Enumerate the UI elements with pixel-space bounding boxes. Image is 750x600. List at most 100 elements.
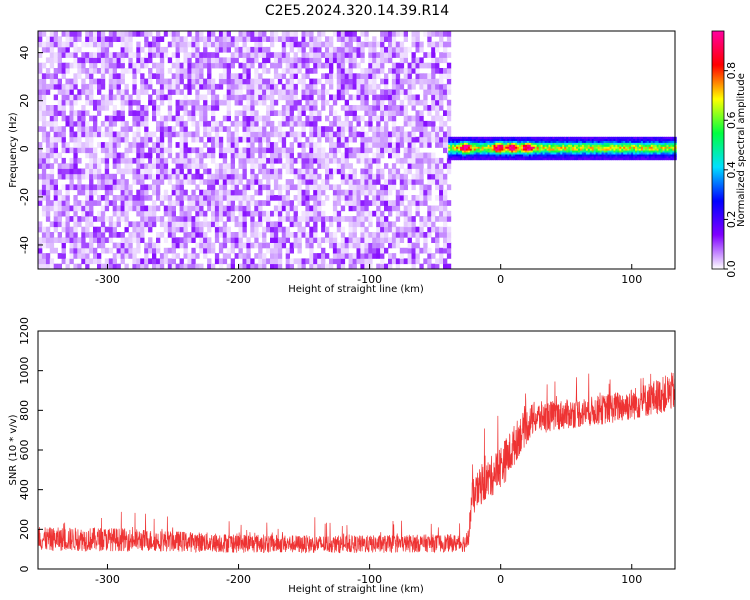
heatmap-cell (289, 110, 294, 116)
heatmap-cell (368, 115, 373, 122)
heatmap-cell (100, 46, 106, 53)
heatmap-cell (140, 216, 145, 222)
heatmap-cell (262, 152, 267, 159)
heatmap-cell (199, 136, 204, 143)
x-tick-label: -100 (357, 273, 382, 286)
heatmap-cell (234, 168, 239, 175)
heatmap-cell (356, 83, 361, 90)
heatmap-cell (403, 46, 408, 53)
heatmap-cell (391, 152, 397, 159)
heatmap-cell (128, 52, 133, 58)
heatmap-band-cell (507, 142, 510, 145)
heatmap-cell (159, 200, 165, 206)
heatmap-cell (364, 195, 369, 201)
heatmap-band-cell (656, 140, 660, 143)
heatmap-band-cell (507, 146, 510, 149)
heatmap-cell (391, 52, 397, 58)
heatmap-cell (195, 57, 200, 64)
heatmap-cell (391, 31, 397, 37)
heatmap-cell (309, 210, 314, 217)
heatmap-cell (258, 94, 263, 101)
heatmap-cell (258, 31, 263, 37)
heatmap-band-cell (479, 150, 483, 153)
heatmap-cell (246, 142, 251, 148)
heatmap-band-cell (477, 144, 481, 147)
heatmap-cell (132, 179, 137, 185)
heatmap-cell (195, 73, 200, 79)
heatmap-cell (179, 142, 184, 148)
heatmap-band-cell (572, 154, 575, 157)
heatmap-cell (120, 253, 125, 259)
heatmap-cell (156, 232, 161, 238)
heatmap-band-cell (558, 157, 561, 161)
heatmap-band-cell (660, 146, 663, 149)
heatmap-cell (108, 83, 114, 90)
heatmap-cell (360, 83, 365, 90)
heatmap-band-cell (670, 144, 673, 147)
heatmap-cell (301, 31, 306, 37)
heatmap-cell (368, 41, 373, 48)
heatmap-cell (73, 152, 78, 159)
heatmap-band-cell (658, 138, 661, 141)
heatmap-cell (411, 179, 416, 185)
heatmap-cell (439, 184, 444, 191)
heatmap-cell (203, 163, 208, 169)
heatmap-cell (321, 105, 326, 111)
heatmap-cell (254, 31, 259, 37)
heatmap-cell (242, 216, 247, 222)
heatmap-cell (376, 195, 381, 201)
heatmap-cell (159, 99, 165, 106)
heatmap-cell (140, 62, 145, 69)
heatmap-cell (266, 189, 271, 196)
heatmap-band-cell (487, 146, 490, 149)
heatmap-cell (163, 115, 169, 122)
heatmap-cell (89, 152, 94, 159)
heatmap-band-cell (509, 156, 512, 159)
heatmap-band-cell (670, 150, 673, 153)
heatmap-cell (419, 62, 424, 69)
heatmap-cell (171, 41, 176, 48)
heatmap-cell (285, 131, 290, 138)
heatmap-cell (285, 94, 290, 101)
heatmap-band-cell (585, 154, 589, 157)
heatmap-band-cell (605, 150, 608, 153)
heatmap-cell (238, 189, 243, 196)
heatmap-cell (124, 131, 129, 138)
heatmap-cell (289, 73, 294, 79)
heatmap-cell (313, 232, 318, 238)
heatmap-cell (356, 184, 361, 191)
heatmap-band-cell (524, 156, 528, 159)
heatmap-cell (321, 179, 326, 185)
heatmap-cell (45, 136, 51, 143)
heatmap-cell (175, 41, 180, 48)
heatmap-cell (116, 221, 121, 228)
heatmap-cell (183, 189, 188, 196)
heatmap-cell (156, 237, 161, 243)
heatmap-cell (266, 157, 271, 164)
heatmap-cell (250, 115, 255, 122)
heatmap-cell (262, 78, 267, 85)
heatmap-cell (439, 31, 444, 37)
heatmap-band-cell (556, 150, 559, 153)
heatmap-cell (262, 242, 267, 249)
heatmap-band-cell (519, 146, 522, 149)
heatmap-band-cell (609, 152, 612, 155)
heatmap-cell (352, 189, 357, 196)
heatmap-cell (140, 195, 145, 201)
heatmap-cell (199, 263, 204, 270)
heatmap-cell (254, 99, 259, 106)
heatmap-band-cell (658, 146, 661, 149)
heatmap-cell (293, 99, 298, 106)
heatmap-band-cell (668, 154, 671, 157)
heatmap-cell (293, 83, 298, 90)
heatmap-cell (344, 247, 349, 254)
heatmap-cell (116, 242, 121, 249)
heatmap-cell (266, 221, 271, 228)
heatmap-cell (262, 168, 267, 175)
heatmap-cell (152, 99, 157, 106)
heatmap-cell (348, 31, 353, 37)
heatmap-cell (93, 131, 98, 138)
heatmap-cell (195, 78, 200, 85)
heatmap-cell (360, 168, 365, 175)
heatmap-band-cell (662, 138, 665, 141)
